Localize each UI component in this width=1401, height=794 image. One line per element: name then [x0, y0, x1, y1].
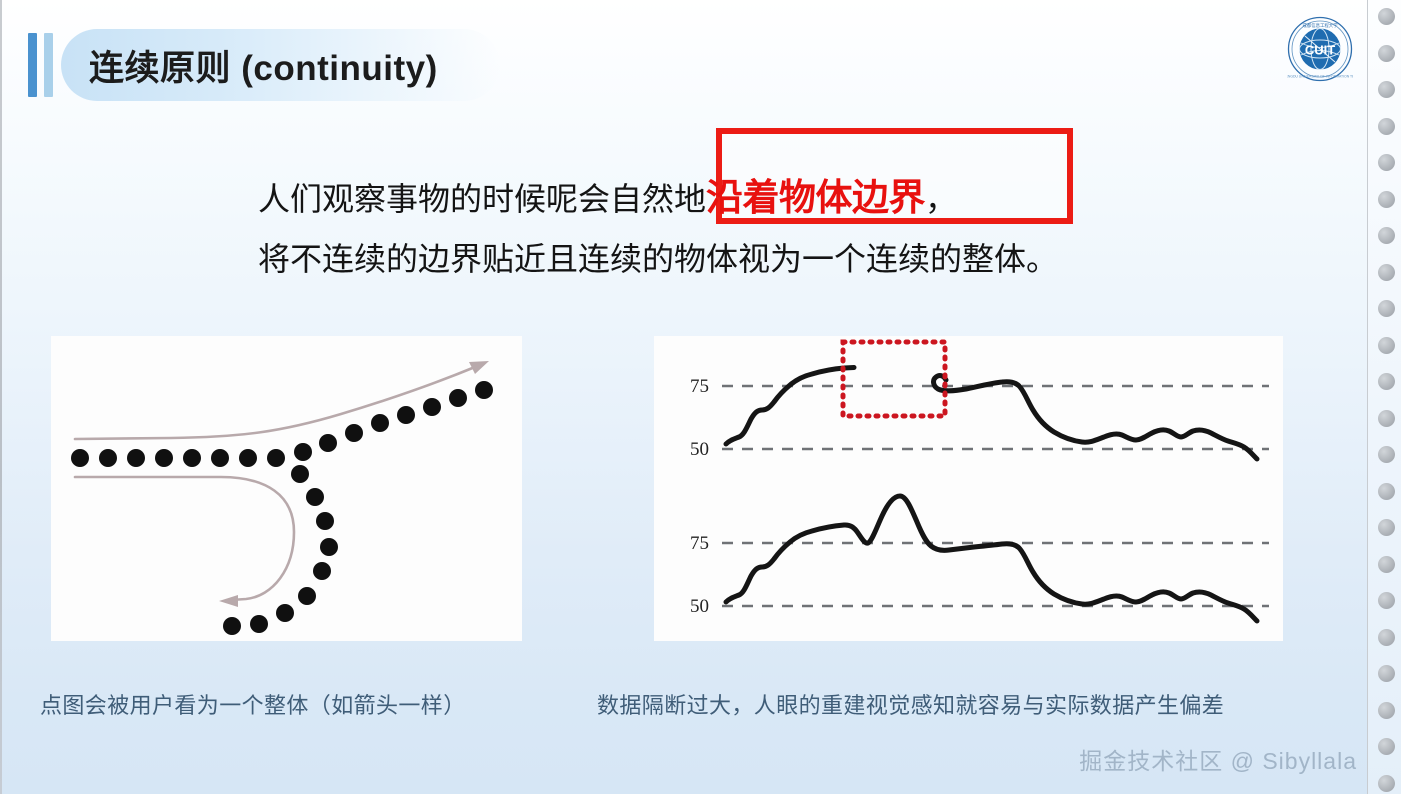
- binding-dot: [1378, 263, 1395, 281]
- dot-row-lower-branch: [223, 465, 338, 635]
- body-line-1-suffix: ，: [925, 181, 958, 217]
- top-chart-segment-after-gap: [931, 373, 1260, 462]
- binding-dot: [1378, 628, 1395, 646]
- binding-dot: [1378, 8, 1395, 25]
- bottom-chart-series-line: [723, 493, 1260, 624]
- binding-dot: [1378, 117, 1395, 135]
- binding-dot: [1378, 409, 1395, 427]
- title-accent-bar-light: [44, 33, 53, 97]
- right-chart-panel: 75 50 75 50: [654, 336, 1283, 641]
- binding-dot: [1378, 701, 1395, 719]
- notebook-binding-strip: [1367, 0, 1401, 794]
- svg-text:CUIT: CUIT: [1305, 43, 1335, 58]
- binding-dot: [1378, 154, 1395, 171]
- binding-dot: [1378, 336, 1395, 354]
- left-edge-rule: [0, 0, 2, 794]
- arrow-upper-path: [73, 365, 477, 441]
- binding-dot: [1378, 81, 1395, 98]
- body-line-2: 将不连续的边界贴近且连续的物体视为一个连续的整体。: [258, 241, 1059, 277]
- binding-dot: [1378, 300, 1395, 317]
- binding-dot: [1378, 44, 1395, 62]
- binding-dot: [1378, 446, 1395, 463]
- left-illustration-panel: [51, 336, 522, 641]
- body-emphasis-text: 沿着物体边界: [706, 177, 926, 218]
- binding-dot: [1378, 555, 1395, 573]
- lower-arrowhead: [219, 595, 238, 607]
- top-chart-ytick-50: 50: [690, 439, 709, 460]
- binding-dot: [1378, 665, 1395, 682]
- cuit-logo: CUIT 成都信息工程大学 CHENGDU UNIVERSITY OF INFO…: [1281, 16, 1360, 82]
- body-line-1-prefix: 人们观察事物的时候呢会自然地: [258, 181, 707, 217]
- upper-arrowhead: [469, 361, 489, 374]
- binding-dot: [1378, 190, 1395, 208]
- red-emphasis-box: [716, 128, 1073, 224]
- title-pill: 连续原则 (continuity): [61, 29, 500, 101]
- binding-dot: [1378, 738, 1395, 755]
- page-title: 连续原则 (continuity): [89, 48, 438, 88]
- binding-dot: [1378, 774, 1395, 792]
- top-chart-ytick-75: 75: [690, 376, 709, 397]
- arrow-lower-path: [73, 475, 296, 602]
- dotted-arrow-diagram: [71, 361, 493, 635]
- continuity-line-charts: 75 50 75 50: [690, 339, 1269, 624]
- binding-dot: [1378, 227, 1395, 244]
- gap-highlight-box: [840, 339, 948, 419]
- bottom-chart-ytick-75: 75: [690, 533, 709, 554]
- watermark-text: 掘金技术社区 @ Sibyllala: [1079, 748, 1357, 774]
- slide-title-block: 连续原则 (continuity): [28, 29, 500, 101]
- caption-right-illustration: 数据隔断过大，人眼的重建视觉感知就容易与实际数据产生偏差: [597, 693, 1225, 718]
- caption-left-illustration: 点图会被用户看为一个整体（如箭头一样）: [40, 693, 466, 718]
- binding-dot: [1378, 373, 1395, 390]
- binding-dot: [1378, 519, 1395, 536]
- title-accent-bar-dark: [28, 33, 37, 97]
- top-chart-segment-before-gap: [723, 365, 857, 447]
- svg-text:CHENGDU UNIVERSITY OF INFORMAT: CHENGDU UNIVERSITY OF INFORMATION TECH: [1287, 75, 1353, 79]
- cuit-logo-icon: CUIT 成都信息工程大学 CHENGDU UNIVERSITY OF INFO…: [1281, 16, 1360, 82]
- body-line-1: 人们观察事物的时候呢会自然地沿着物体边界，: [258, 168, 1198, 229]
- dot-row-horizontal: [71, 443, 312, 467]
- chart-continuous: 75 50: [690, 493, 1269, 624]
- svg-text:成都信息工程大学: 成都信息工程大学: [1302, 22, 1338, 29]
- body-paragraph: 人们观察事物的时候呢会自然地沿着物体边界， 将不连续的边界贴近且连续的物体视为一…: [258, 168, 1198, 289]
- bottom-chart-ytick-50: 50: [690, 596, 709, 617]
- binding-dot: [1378, 482, 1395, 500]
- chart-discontinuous: 75 50: [690, 339, 1269, 462]
- dot-row-upper-branch: [319, 381, 493, 452]
- binding-dot: [1378, 592, 1395, 609]
